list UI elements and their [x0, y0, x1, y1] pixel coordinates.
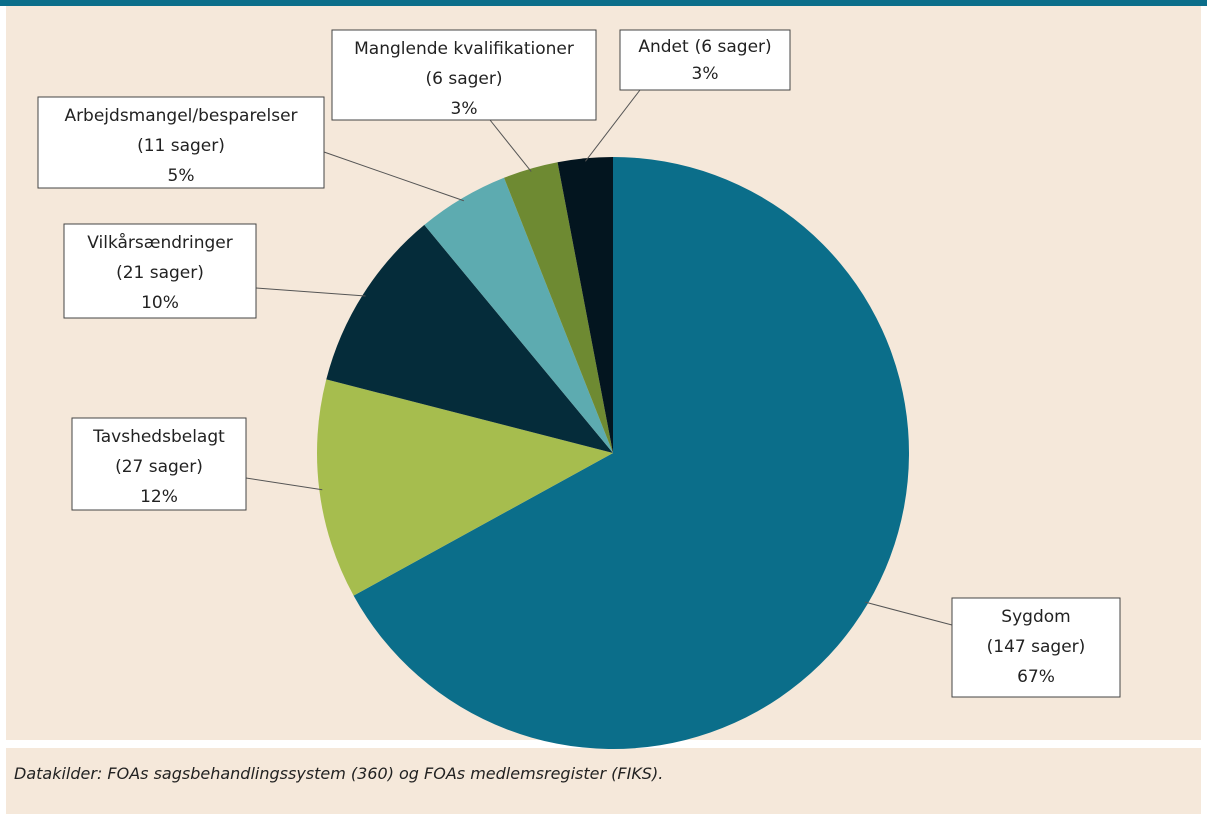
- pie-slice: [353, 157, 910, 749]
- source-note: Datakilder: FOAs sagsbehandlingssystem (…: [14, 764, 663, 783]
- leader-line: [245, 477, 323, 491]
- category-label: Manglende kvalifikationer: [354, 39, 574, 59]
- value-label: 10%: [141, 293, 179, 313]
- category-label: Sygdom: [1001, 607, 1070, 627]
- count-label: (11 sager): [137, 136, 225, 156]
- top-band: [0, 0, 1207, 6]
- count-label: (21 sager): [116, 263, 204, 283]
- category-label: Arbejdsmangel/besparelser: [64, 106, 297, 126]
- category-label: Tavshedsbelagt: [92, 427, 225, 447]
- leader-line: [255, 287, 366, 297]
- label-box: [71, 417, 247, 511]
- label-box: [951, 597, 1121, 698]
- value-label: 3%: [451, 99, 478, 119]
- value-label: 3%: [692, 64, 719, 84]
- slice-label: Andet (6 sager): [638, 37, 771, 57]
- pie-slice: [317, 379, 613, 596]
- value-label: 12%: [140, 487, 178, 507]
- label-box: [331, 29, 597, 121]
- leader-line: [585, 89, 641, 162]
- label-box: [37, 96, 325, 189]
- value-label: 67%: [1017, 667, 1055, 687]
- footer-background: [6, 748, 1201, 814]
- category-label: Vilkårsændringer: [87, 232, 233, 253]
- pie-slice: [326, 224, 613, 453]
- leader-line: [489, 119, 532, 172]
- count-label: (27 sager): [115, 457, 203, 477]
- pie-slice: [424, 177, 613, 453]
- pie-slice: [557, 157, 613, 453]
- value-label: 5%: [168, 166, 195, 186]
- label-box: [619, 29, 791, 91]
- category-label: Andet: [638, 37, 689, 57]
- leader-line: [865, 601, 953, 626]
- leader-line: [323, 151, 464, 202]
- label-box: [63, 223, 257, 319]
- count-label: (6 sager): [426, 69, 503, 89]
- pie-slice: [504, 162, 613, 453]
- count-label: (147 sager): [987, 637, 1086, 657]
- count-label: (6 sager): [695, 37, 772, 57]
